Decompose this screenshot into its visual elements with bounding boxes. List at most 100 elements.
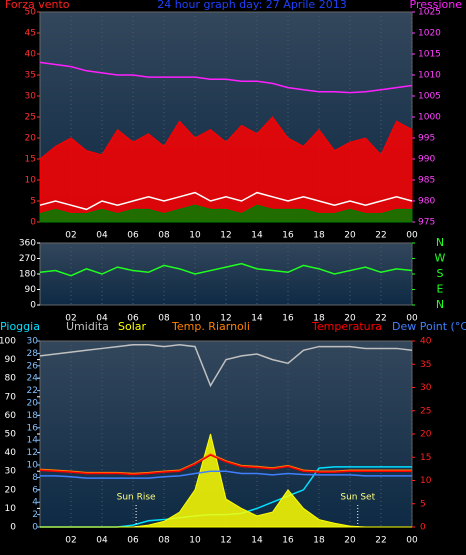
y-tick-label: 30 (25, 92, 37, 102)
y-tick-label: 100 (0, 337, 16, 347)
y-axis-label: Forza vento (5, 0, 70, 11)
y2-tick-label: 0 (420, 523, 426, 533)
x-tick-label: 02 (65, 536, 76, 546)
y2-tick-label: 1025 (418, 8, 441, 18)
y-tick-label: 25 (25, 113, 36, 123)
x-tick-label: 02 (65, 231, 76, 241)
y-tick-label: 40 (5, 448, 17, 458)
annotation-label: Sun Rise (117, 493, 156, 503)
x-tick-label: 20 (344, 314, 356, 324)
y2-tick-label: 40 (420, 337, 432, 347)
x-tick-label: 04 (96, 536, 108, 546)
chart-title: 24 hour graph day: 27 Aprile 2013 (157, 0, 346, 11)
series-line (39, 454, 412, 476)
y-tick-label: 70 (5, 392, 17, 402)
x-tick-label: 22 (375, 314, 386, 324)
y-tick-label: 20 (5, 485, 17, 495)
legend-label: Temp. Riarnoli (171, 320, 250, 333)
x-tick-label: 12 (220, 536, 231, 546)
y-tick-label: 10 (5, 504, 17, 514)
series-area (39, 116, 413, 223)
y2-tick-label: 990 (418, 155, 435, 165)
x-tick-label: 06 (127, 314, 139, 324)
x-tick-label: 08 (158, 231, 170, 241)
y-tick-label: 40 (25, 50, 37, 60)
y2-tick-label: S (437, 267, 444, 280)
y3-tick-label: 20 (27, 399, 39, 409)
y-tick-label: 0 (10, 523, 16, 533)
legend-label: Solar (118, 320, 147, 333)
y3-tick-label: 28 (27, 349, 39, 359)
y-tick-label: 50 (25, 8, 37, 18)
y2-tick-label: 1005 (418, 92, 441, 102)
x-tick-label: 20 (344, 231, 356, 241)
y2-tick-label: N (436, 236, 444, 249)
x-tick-label: 14 (251, 536, 263, 546)
x-tick-label: 20 (344, 536, 356, 546)
y-tick-label: 90 (25, 285, 37, 295)
y-tick-label: 20 (25, 134, 37, 144)
y2-tick-label: 985 (418, 176, 435, 186)
y2-tick-label: 30 (420, 383, 432, 393)
series-line (39, 343, 413, 388)
y2-tick-label: 1015 (418, 50, 441, 60)
y-tick-label: 60 (5, 411, 17, 421)
series-line (39, 453, 412, 475)
y2-tick-label: W (435, 252, 446, 265)
y3-tick-label: 2 (32, 510, 38, 520)
x-tick-label: 18 (313, 536, 325, 546)
y-tick-label: 0 (30, 218, 36, 228)
series-line (40, 470, 412, 479)
y2-tick-label: 1020 (418, 29, 441, 39)
legend-label: Pioggia (0, 320, 40, 333)
y3-tick-label: 10 (27, 461, 39, 471)
y3-tick-label: 14 (27, 436, 39, 446)
series-area (39, 204, 413, 223)
series-line (39, 262, 413, 277)
y-tick-label: 270 (19, 254, 36, 264)
y2-tick-label: E (437, 283, 444, 296)
y2-tick-label: 35 (420, 360, 431, 370)
x-tick-label: 18 (313, 231, 325, 241)
y2-tick-label: 1000 (418, 113, 441, 123)
y-tick-label: 0 (30, 301, 36, 311)
x-tick-label: 22 (375, 536, 386, 546)
y2-tick-label: 10 (420, 476, 432, 486)
x-tick-label: 16 (282, 536, 294, 546)
x-tick-label: 04 (96, 314, 108, 324)
x-tick-label: 18 (313, 314, 325, 324)
series-line (39, 191, 413, 211)
y3-tick-label: 6 (32, 485, 38, 495)
y2-axis-label: Pressione (410, 0, 463, 11)
y2-tick-label: 20 (420, 430, 432, 440)
y-tick-label: 90 (5, 355, 17, 365)
x-tick-label: 00 (406, 314, 418, 324)
y2-tick-label: 5 (420, 499, 426, 509)
y-tick-label: 10 (25, 176, 37, 186)
x-tick-label: 00 (406, 536, 418, 546)
x-tick-label: 04 (96, 231, 108, 241)
x-tick-label: 12 (220, 231, 231, 241)
x-tick-label: 14 (251, 231, 263, 241)
y2-tick-label: 25 (420, 406, 431, 416)
y3-tick-label: 22 (27, 386, 38, 396)
y-tick-label: 50 (5, 430, 17, 440)
legend-label: Dew Point (°C) (392, 320, 466, 333)
y2-tick-label: 15 (420, 453, 431, 463)
x-tick-label: 14 (251, 314, 263, 324)
y3-tick-label: 24 (27, 374, 39, 384)
x-tick-label: 08 (158, 536, 170, 546)
x-tick-label: 16 (282, 314, 294, 324)
x-tick-label: 22 (375, 231, 386, 241)
y2-tick-label: 980 (418, 197, 435, 207)
y2-tick-label: 1010 (418, 71, 441, 81)
x-tick-label: 06 (127, 231, 139, 241)
x-tick-label: 00 (406, 231, 418, 241)
x-tick-label: 02 (65, 314, 76, 324)
y2-tick-label: 975 (418, 218, 435, 228)
y3-tick-label: 12 (27, 448, 38, 458)
y3-tick-label: 8 (32, 473, 38, 483)
y2-tick-label: N (436, 298, 444, 311)
series-area (40, 433, 412, 528)
